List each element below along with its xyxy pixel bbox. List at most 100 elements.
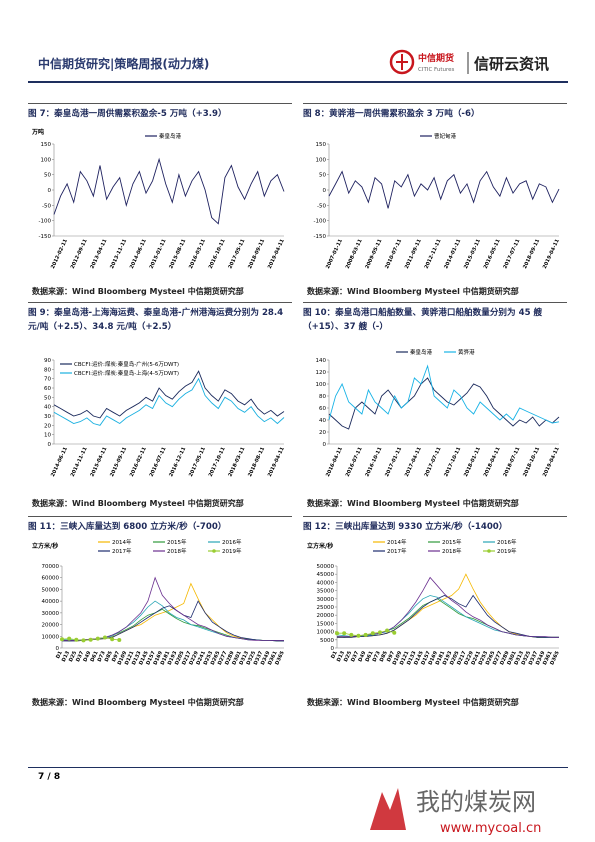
x-tick-label: 2018-09-11 [522,238,541,270]
legend-label: 黄骅港 [458,348,475,356]
chart: 立方米/秒 0 5000 10000 15000 20000 25000 30000 35000… [307,538,561,666]
y-tick-label: 0 [48,188,52,194]
x-tick-label: D361 [267,650,279,666]
x-tick-label: 2010-07-11 [384,238,403,270]
x-tick-label: D325 [521,650,533,666]
x-tick-label: 2014-11-11 [70,446,89,478]
x-tick-label: D289 [224,650,236,666]
series-line [62,582,284,642]
brand: 信研云资讯 [474,55,549,73]
series-marker [110,637,115,642]
x-tick-label: D253 [478,650,490,666]
y-tick-label: 15000 [317,621,335,627]
series-marker [74,637,79,642]
series-line [337,576,559,638]
logo-icon [396,54,408,70]
y-tick-label: 20 [319,430,326,436]
x-tick-label: D193 [167,650,179,666]
x-tick-label: 2016-05-11 [483,238,502,270]
x-tick-label: D313 [238,650,250,666]
y-tick-label: 30000 [42,611,60,617]
x-tick-label: D217 [181,650,193,666]
figure-caption: 图 10：秦皇岛港口船舶数量、黄骅港口船舶数量分别为 45 艘（+15）、37 … [303,302,567,334]
x-tick-label: 2018-07-11 [502,446,521,478]
x-tick-label: D349 [535,650,547,666]
series-marker [117,638,122,643]
series-marker [385,628,390,633]
x-tick-label: 2018-03-11 [227,446,246,478]
series-marker [67,636,72,641]
x-tick-label: D25 [68,650,78,663]
series-marker [377,630,382,635]
y-tick-label: 80 [44,367,51,373]
y-tick-label: 50 [44,395,51,401]
y-tick-label: 60 [44,386,51,392]
y-tick-label: -150 [314,234,327,240]
figure-caption: 图 8：黄骅港一周供需累积盈余 3 万吨（-6） [303,103,567,121]
x-tick-label: 2012-11-11 [424,238,443,270]
x-tick-label: D337 [253,650,265,666]
x-tick-label: D73 [372,650,382,663]
x-tick-label: D97 [111,650,121,663]
x-tick-label: 2018-01-11 [463,446,482,478]
figure-caption: 图 12：三峡出库量达到 9330 立方米/秒（-1400） [303,516,567,534]
series-marker [335,631,339,636]
x-tick-label: 2016-10-11 [364,446,383,478]
x-tick-label: D301 [231,650,243,666]
x-tick-label: D37 [350,650,360,663]
x-tick-label: 2017-01-11 [384,446,403,478]
x-tick-label: 2016-07-11 [149,446,168,478]
series-marker [356,633,361,638]
x-tick-label: 2017-05-11 [188,446,207,478]
x-tick-label: D169 [152,650,164,666]
y-tick-label: 40000 [42,599,60,605]
x-tick-label: 2018-10-11 [522,446,541,478]
x-tick-label: D337 [528,650,540,666]
x-tick-label: D61 [89,650,99,663]
figure-source: 数据来源：Wind Bloomberg Mysteel 中信期货研究部 [307,287,519,296]
x-tick-label: D85 [379,650,389,663]
x-tick-label: D229 [188,650,200,666]
y-tick-label: 10 [44,433,51,439]
legend-label: 2016年 [222,538,242,546]
figure-caption: 图 11：三峡入库量达到 6800 立方米/秒（-700） [28,516,292,534]
x-tick-label: D73 [97,650,107,663]
y-tick-label: 40000 [317,580,335,586]
y-tick-label: 70000 [42,564,60,570]
header-rule [28,81,568,83]
x-tick-label: D277 [492,650,504,666]
y-tick-label: 5000 [320,638,334,644]
series-marker [102,635,107,640]
y-tick-label: 150 [316,142,327,148]
x-tick-label: D145 [138,650,150,666]
x-tick-label: D181 [160,650,172,666]
x-tick-label: D61 [364,650,374,663]
y-tick-label: 35000 [317,589,335,595]
y-tick-label: 50 [319,173,326,179]
y-tick-label: 0 [48,442,52,448]
series-marker [88,637,93,642]
x-tick-label: 2009-05-11 [364,238,383,270]
x-tick-label: D365 [274,650,286,666]
legend-label: 2019年 [222,547,242,555]
series-line [61,608,284,642]
x-tick-label: D365 [549,650,561,666]
x-tick-label: D133 [131,650,143,666]
watermark: 我的煤炭网 www.mycoal.cn [370,788,541,836]
x-tick-label: 2016-02-11 [129,446,148,478]
x-tick-label: D193 [442,650,454,666]
series-line [53,377,285,426]
legend-label: 2015年 [167,538,187,546]
logo: 中信期货 CITIC Futures 信研云资讯 [389,49,549,75]
figure-source: 数据来源：Wind Bloomberg Mysteel 中信期货研究部 [307,499,519,508]
x-tick-label: D205 [449,650,461,666]
series-line [328,377,560,430]
legend-label: CBCFI:运价:煤炭:秦皇岛-广州(5-6万DWT) [74,360,179,368]
header-title: 中信期货研究|策略周报(动力煤) [38,57,210,71]
y-axis-label: 立方米/秒 [32,542,58,550]
series-marker [392,630,397,635]
x-tick-label: 2014-06-11 [50,446,69,478]
y-tick-label: 100 [41,157,52,163]
x-tick-label: 2017-05-11 [227,238,246,270]
